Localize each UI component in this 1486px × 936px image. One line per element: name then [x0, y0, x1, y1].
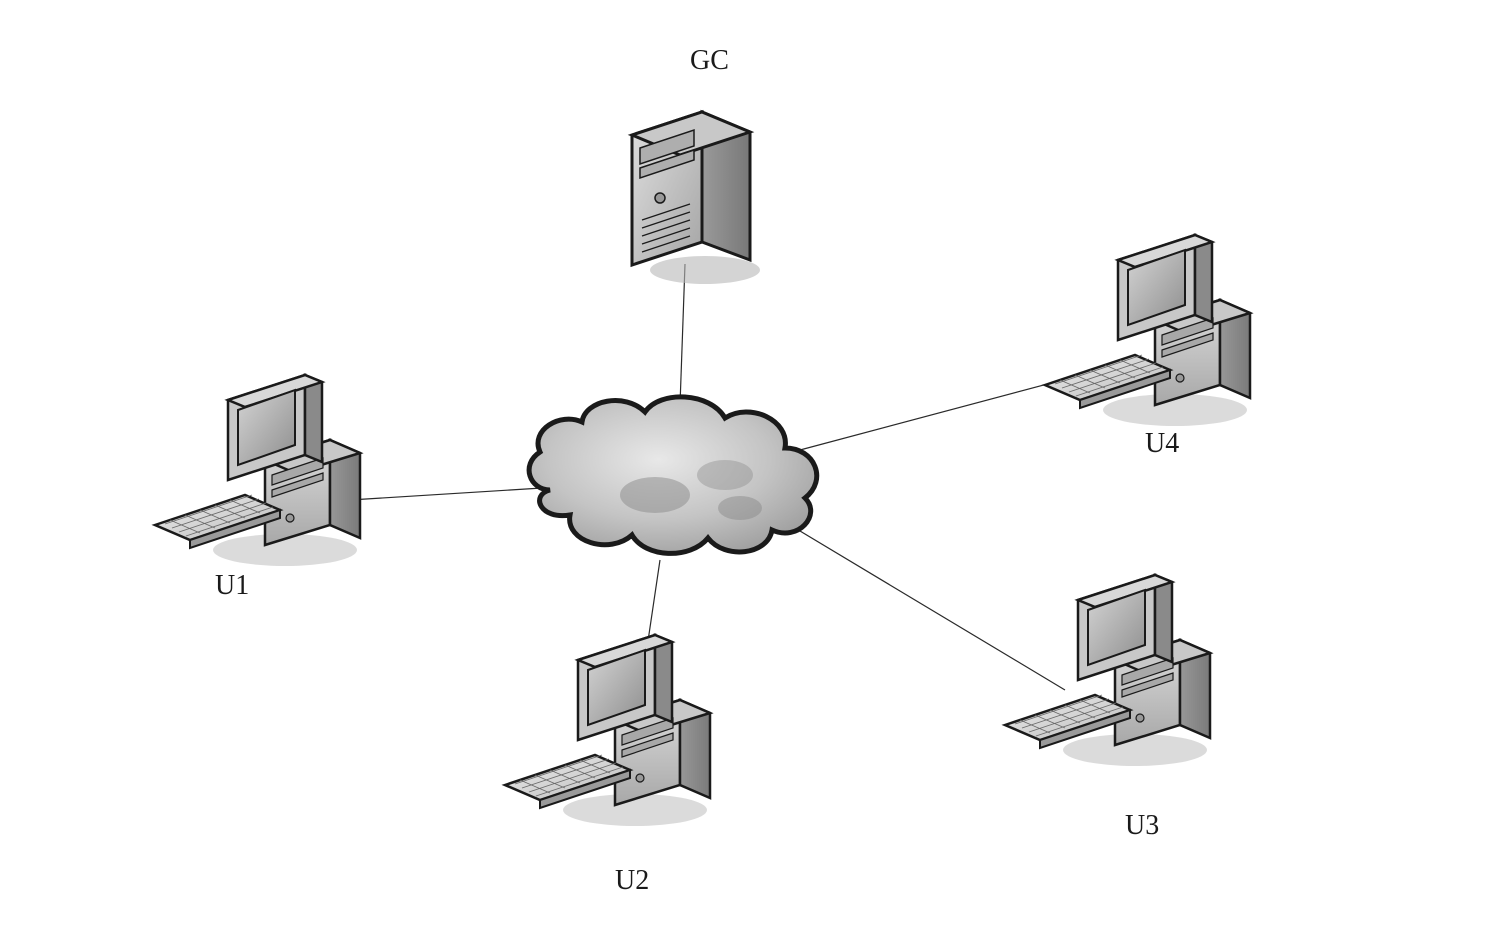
- label-u4: U4: [1145, 428, 1179, 460]
- desktop-u2-icon: [505, 635, 710, 826]
- edge-u1: [350, 488, 542, 500]
- desktop-u1-icon: [155, 375, 360, 566]
- desktop-u3-icon: [1005, 575, 1210, 766]
- desktop-u4-icon: [1045, 235, 1250, 426]
- label-gc: GC: [690, 45, 729, 77]
- cloud-icon: [529, 397, 817, 554]
- edge-u3: [790, 525, 1065, 690]
- label-u1: U1: [215, 570, 249, 602]
- label-u3: U3: [1125, 810, 1159, 842]
- label-u2: U2: [615, 865, 649, 897]
- edge-gc: [680, 264, 685, 405]
- network-diagram: [0, 0, 1486, 936]
- server-gc-icon: [632, 112, 760, 284]
